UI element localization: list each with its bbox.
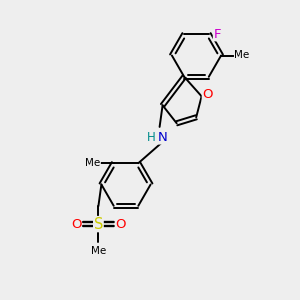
Text: F: F	[214, 28, 221, 41]
Text: O: O	[116, 218, 126, 231]
Text: Me: Me	[91, 245, 106, 256]
Text: O: O	[202, 88, 213, 101]
Text: H: H	[147, 131, 156, 144]
Text: O: O	[71, 218, 82, 231]
Text: Me: Me	[235, 50, 250, 61]
Text: S: S	[94, 217, 103, 232]
Text: N: N	[158, 131, 167, 144]
Text: Me: Me	[85, 158, 100, 168]
